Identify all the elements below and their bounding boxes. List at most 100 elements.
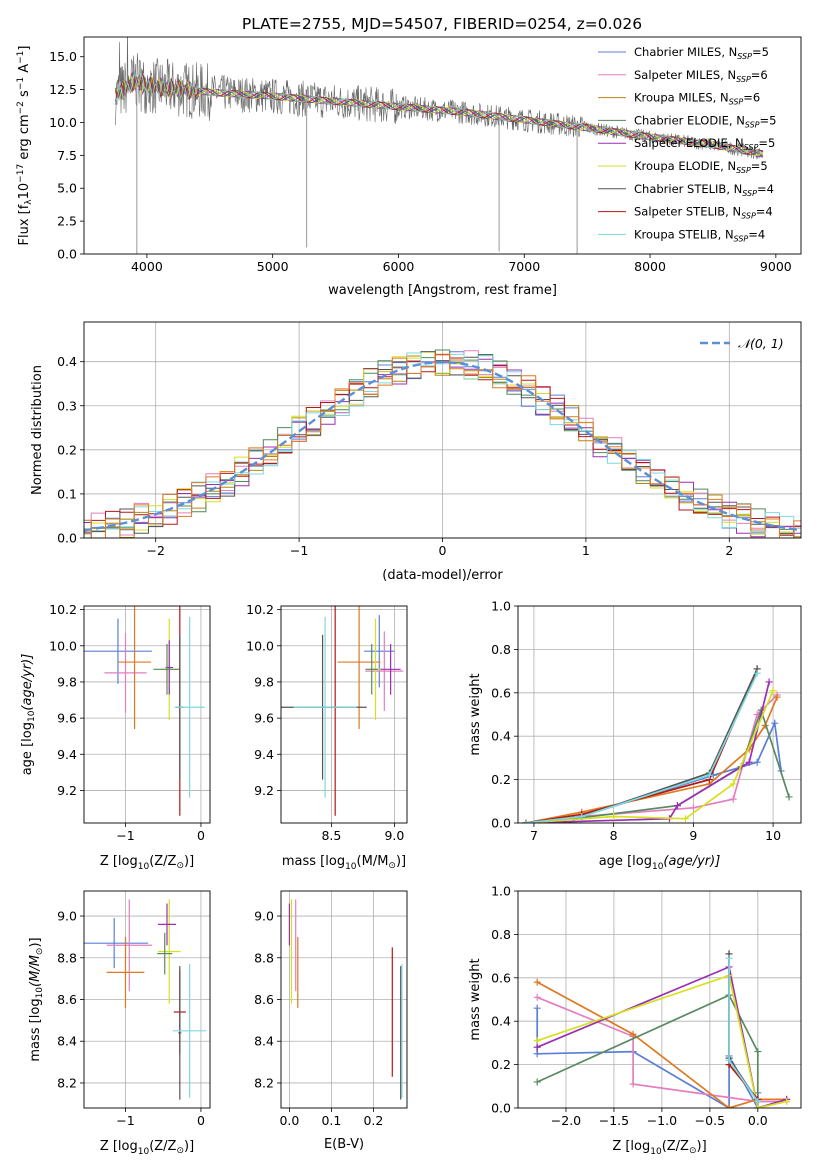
x-tick-label: 8 (610, 828, 618, 843)
x-tick-label: 6000 (383, 259, 415, 274)
x-tick-label: 10 (765, 828, 781, 843)
label-part: Kroupa MILES (634, 91, 713, 105)
weight-marker (533, 1050, 541, 1058)
x-tick-label: 4000 (131, 259, 163, 274)
label-part: Chabrier MILES (634, 45, 721, 59)
figure-title: PLATE=2755, MJD=54507, FIBERID=0254, z=0… (242, 15, 642, 33)
weight-marker (681, 815, 689, 823)
label-part: N (720, 91, 729, 105)
label-part: )] (184, 1139, 194, 1154)
label-part: =5 (752, 45, 769, 59)
label-part: )] (28, 937, 43, 947)
x-axis-label: E(B-V) (324, 1137, 364, 1152)
panel-weight-vs-Z: −2.0 −1.5 −1.0 −0.5 0.0 0.0 0.2 0.4 0.6 0.8 1.0 mas… (468, 884, 802, 1157)
y-tick-label: 9.8 (57, 674, 77, 689)
label-part: age [log (20, 722, 35, 775)
x-tick-label: −1 (116, 828, 134, 843)
y-tick-label: 0.0 (57, 531, 77, 546)
legend-entry: Chabrier MILES, NSSP=5 (634, 45, 769, 61)
axes-frame (83, 36, 802, 255)
legend-space: , (729, 113, 736, 127)
weight-marker (729, 780, 737, 788)
label-part: )] (697, 1139, 707, 1154)
x-tick-label: 7000 (508, 259, 540, 274)
x-tick-label: 9000 (760, 259, 792, 274)
label-part: mass [log (28, 998, 43, 1061)
y-tick-label: 15.0 (49, 49, 77, 64)
x-tick-label: −1 (290, 543, 308, 558)
weight-marker (771, 719, 779, 727)
weight-marker (533, 1004, 541, 1012)
label-part: Kroupa STELIB (634, 227, 718, 241)
weight-marker (629, 1030, 637, 1038)
label-part: =5 (758, 136, 775, 150)
x-tick-label: 5000 (257, 259, 289, 274)
label-part: (M/M (357, 854, 389, 869)
y-tick-label: 9.2 (57, 783, 77, 798)
y-tick-label: 10.2 (49, 602, 77, 617)
legend-entry: Kroupa STELIB, NSSP=4 (634, 227, 765, 243)
label-part: SSP (741, 212, 756, 221)
x-axis-label: Z [log10(Z/Z⊙)] (100, 1139, 194, 1157)
y-tick-label: 0.3 (57, 398, 77, 413)
y-tick-label: 8.2 (57, 1075, 77, 1090)
weight-marker (725, 1104, 733, 1108)
weight-marker (773, 693, 781, 701)
y-tick-label: 0.2 (491, 1057, 511, 1072)
label-part: 10 (27, 710, 37, 722)
y-tick-label: 0.4 (491, 729, 511, 744)
y-tick-label: 12.5 (49, 82, 77, 97)
label-part: ⊙ (176, 861, 184, 871)
label-part: Salpeter ELODIE (634, 136, 728, 150)
x-tick-label: −1 (116, 1113, 134, 1128)
x-axis-label: mass [log10(M/M⊙)] (282, 854, 406, 872)
weight-series-line (536, 1008, 759, 1108)
weight-marker (783, 1097, 791, 1105)
weight-marker (754, 1048, 762, 1056)
weight-series-line (536, 974, 787, 1108)
weight-marker (673, 802, 681, 810)
legend-entry: Kroupa ELODIE, NSSP=5 (634, 159, 768, 175)
y-tick-label: 7.5 (57, 148, 77, 163)
weight-series-line (525, 696, 778, 823)
label-part: SSP (729, 98, 744, 107)
plot-area (84, 891, 210, 1108)
label-part: age [log (599, 854, 652, 869)
legend-space: , (718, 227, 725, 241)
label-part: N (725, 227, 734, 241)
x-tick-label: 9.0 (384, 828, 404, 843)
label-part: =4 (757, 182, 774, 196)
y-tick-label: 0.2 (57, 442, 77, 457)
panel-age-vs-Z: −1 09.29.49.69.810.010.2Z [log10(Z/Z⊙)]ag… (20, 602, 211, 872)
y-tick-label: 2.5 (57, 214, 77, 229)
y-tick-label: 8.8 (254, 950, 274, 965)
label-part: ⊙ (176, 1146, 184, 1156)
label-part: =4 (748, 227, 765, 241)
model-spectrum-line (114, 71, 764, 157)
label-part: )] (184, 854, 194, 869)
panel-mass-vs-Z: −1 08.28.48.68.89.0Z [log10(Z/Z⊙)]mass [l… (28, 890, 211, 1157)
weight-marker (705, 771, 713, 779)
weight-marker (578, 812, 586, 820)
plot-area (84, 322, 801, 538)
label-part: N (727, 68, 736, 82)
label-part: SSP (737, 52, 752, 61)
x-tick-label: 0 (439, 543, 447, 558)
weight-series-line (525, 672, 758, 823)
y-tick-label: 10.0 (49, 638, 77, 653)
label-part: ⊙ (35, 948, 45, 956)
x-tick-label: −2 (146, 543, 164, 558)
label-part: erg cm (17, 114, 32, 163)
weight-marker (725, 1056, 733, 1064)
weight-marker (769, 687, 777, 695)
y-tick-label: 9.8 (254, 674, 274, 689)
label-part: mass [log (282, 854, 345, 869)
y-axis-label: mass weight (468, 673, 483, 755)
y-tick-label: 0.6 (491, 685, 511, 700)
y-tick-label: 8.4 (57, 1034, 77, 1049)
plot-area (518, 606, 801, 823)
x-tick-label: 0.1 (321, 1113, 341, 1128)
panel-spectrum: 4000 5000 6000 7000 8000 9000 0.0 2.5 5.0 7.5 10.0… (16, 36, 802, 298)
weight-series-line (728, 958, 759, 1102)
